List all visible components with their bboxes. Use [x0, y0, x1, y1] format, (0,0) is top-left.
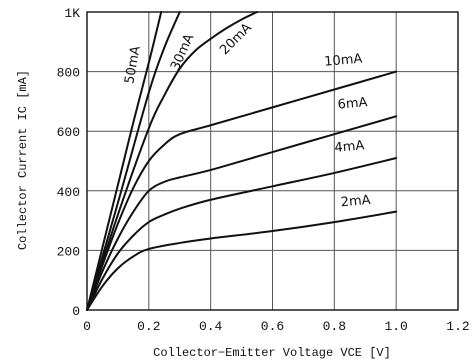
curve-50mA	[86, 11, 163, 311]
x-tick-label: 0.6	[261, 319, 284, 334]
curve-label-50mA: 50mA	[122, 45, 143, 85]
y-tick-label: 1K	[64, 6, 80, 21]
plot-frame	[86, 11, 459, 311]
tick-labels: 0 0.2 0.4 0.6 0.8 1.0 1.2 0 200 400 600 800 1K	[57, 6, 470, 334]
x-tick-label: 0	[83, 319, 91, 334]
y-tick-label: 400	[57, 185, 80, 200]
curve-label-20mA: 20mA	[217, 20, 255, 58]
grid-lines	[86, 11, 459, 311]
y-tick-label: 0	[72, 304, 80, 319]
y-axis-label: Collector Current IC [mA]	[16, 70, 30, 250]
curve-6mA	[86, 115, 398, 311]
x-tick-label: 0.4	[199, 319, 223, 334]
y-tick-label: 200	[57, 244, 80, 259]
curve-4mA	[86, 157, 398, 311]
x-tick-label: 0.8	[323, 319, 346, 334]
curve-20mA	[86, 11, 259, 311]
y-tick-label: 800	[57, 66, 80, 81]
x-tick-label: 0.2	[137, 319, 160, 334]
x-tick-label: 1.0	[384, 319, 407, 334]
curve-label-10mA: 10mA	[324, 52, 363, 70]
curve-30mA	[86, 11, 181, 311]
x-axis-label: Collector−Emitter Voltage VCE [V]	[153, 346, 391, 360]
curves	[86, 11, 398, 311]
curve-10mA	[86, 70, 398, 311]
y-tick-label: 600	[57, 125, 80, 140]
curve-2mA	[86, 210, 398, 311]
curve-label-6mA: 6mA	[337, 95, 368, 113]
x-tick-label: 1.2	[446, 319, 469, 334]
curve-label-4mA: 4mA	[334, 138, 365, 156]
curve-label-2mA: 2mA	[340, 193, 371, 211]
